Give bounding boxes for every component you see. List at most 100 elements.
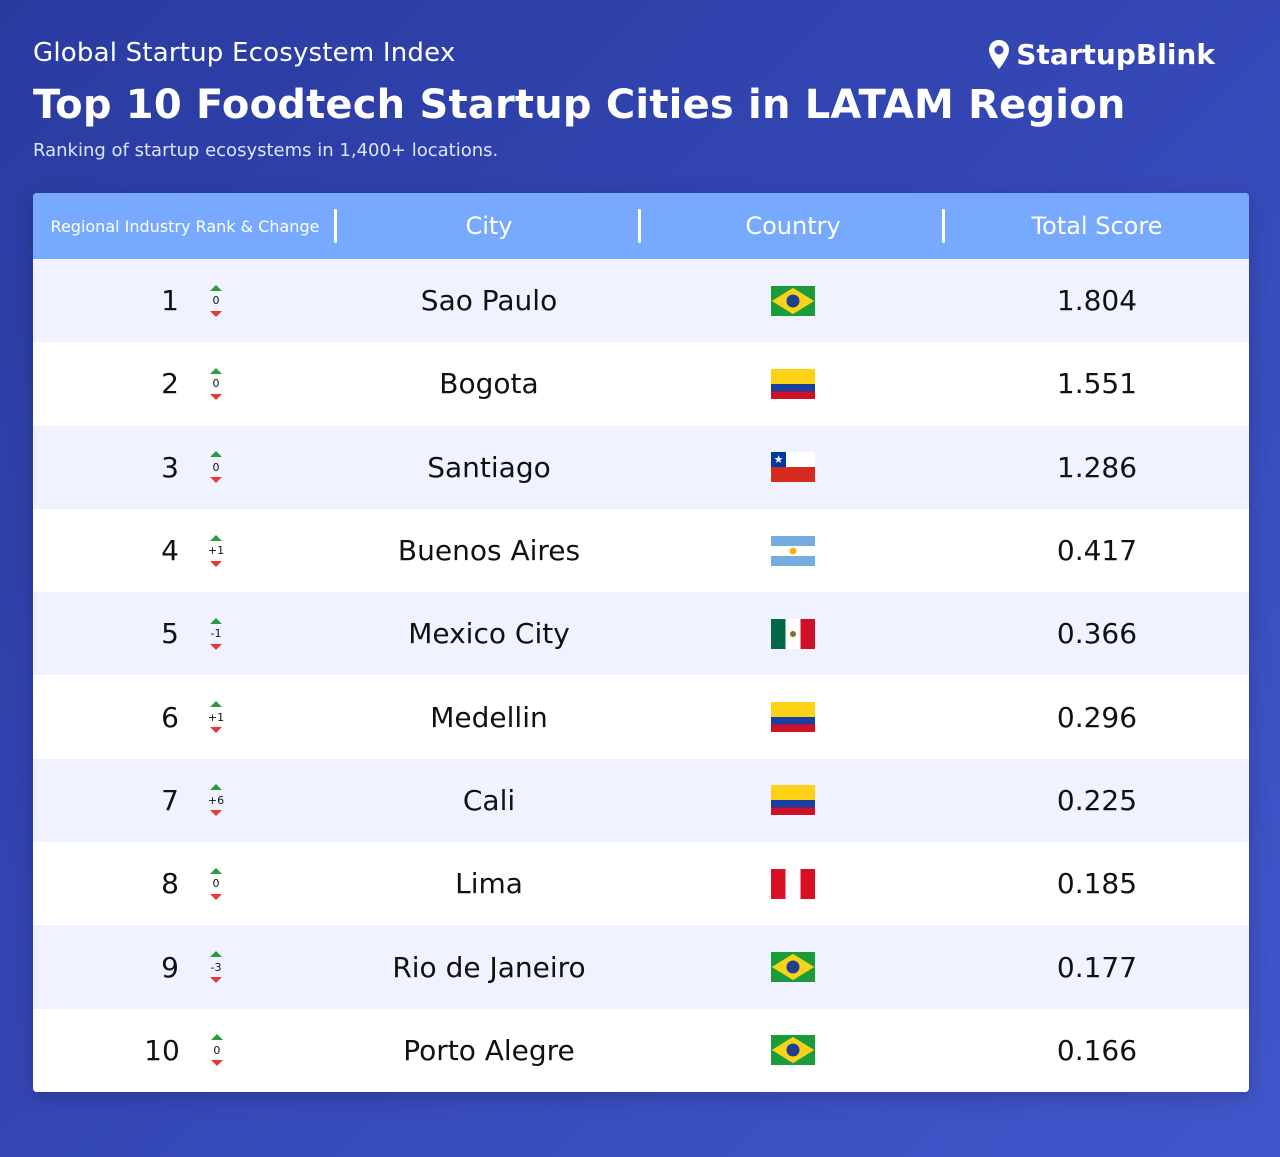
flag-br-icon <box>771 285 815 316</box>
total-score: 0.166 <box>1056 1033 1138 1067</box>
flag-co-icon <box>771 785 815 816</box>
city-cell: Bogota <box>337 342 641 425</box>
country-cell <box>641 759 945 842</box>
city-cell: Santiago <box>337 426 641 509</box>
table-row: 4 +1 Buenos Aires 0.417 <box>33 508 1249 593</box>
flag-co-icon <box>771 702 815 733</box>
arrow-down-icon <box>210 810 222 817</box>
total-score: 0.366 <box>1056 617 1138 651</box>
rank-cell: 3 0 <box>33 426 337 509</box>
city-name: Sao Paulo <box>420 284 558 318</box>
rank-change: -3 <box>207 951 225 984</box>
city-cell: Buenos Aires <box>337 509 641 592</box>
city-name: Buenos Aires <box>397 534 581 568</box>
rank-number: 2 <box>161 367 179 401</box>
rank-change-value: +1 <box>207 544 225 558</box>
city-cell: Medellin <box>337 675 641 758</box>
rank-change: 0 <box>207 367 225 400</box>
flag-co-icon <box>771 368 815 399</box>
score-cell: 0.417 <box>945 509 1249 592</box>
rank-change-value: -1 <box>210 627 222 641</box>
rank-number: 9 <box>161 950 179 984</box>
rank-change-value: 0 <box>212 294 220 308</box>
score-cell: 0.185 <box>945 842 1249 925</box>
brand-name: StartupBlink <box>1016 38 1215 71</box>
city-name: Santiago <box>427 450 551 484</box>
table-row: 3 0 Santiago ★ 1.286 <box>33 425 1249 509</box>
rank-number: 4 <box>161 534 179 568</box>
arrow-down-icon <box>210 477 222 484</box>
rank-number: 5 <box>161 617 179 651</box>
table-row: 9 -3 Rio de Janeiro 0.177 <box>33 925 1249 1009</box>
total-score: 1.551 <box>1056 367 1138 401</box>
score-cell: 1.286 <box>945 426 1249 509</box>
city-name: Lima <box>455 867 523 901</box>
table-row: 7 +6 Cali 0.225 <box>33 758 1249 843</box>
table-row: 1 0 Sao Paulo 1.804 <box>33 259 1249 343</box>
total-score: 0.177 <box>1056 950 1138 984</box>
rank-cell: 6 +1 <box>33 675 337 758</box>
arrow-up-icon <box>210 1034 223 1041</box>
rank-change: +1 <box>207 701 225 734</box>
location-pin-icon <box>989 39 1010 69</box>
rank-cell: 10 0 <box>33 1009 337 1092</box>
rank-cell: 1 0 <box>33 259 337 342</box>
rank-change: 0 <box>207 284 225 317</box>
subtitle: Ranking of startup ecosystems in 1,400+ … <box>33 140 499 161</box>
country-cell <box>641 592 945 675</box>
flag-cl-icon: ★ <box>771 452 815 483</box>
rank-change: -1 <box>207 617 225 650</box>
arrow-down-icon <box>210 560 222 567</box>
city-name: Bogota <box>439 367 539 401</box>
rank-cell: 4 +1 <box>33 509 337 592</box>
arrow-down-icon <box>210 893 222 900</box>
arrow-up-icon <box>210 284 222 291</box>
rank-change-value: +6 <box>207 793 225 807</box>
rank-change: +1 <box>207 534 225 567</box>
rank-number: 3 <box>161 450 179 484</box>
total-score: 0.225 <box>1056 783 1138 817</box>
flag-br-icon <box>771 952 815 983</box>
city-cell: Sao Paulo <box>337 259 641 342</box>
city-name: Porto Alegre <box>403 1033 575 1067</box>
country-cell <box>641 342 945 425</box>
column-header-country: Country <box>641 193 945 259</box>
column-header-score: Total Score <box>1031 212 1163 240</box>
rank-change: +6 <box>207 784 225 817</box>
city-name: Medellin <box>430 700 548 734</box>
flag-pe-icon <box>771 868 815 899</box>
flag-mx-icon <box>771 618 815 649</box>
rank-number: 10 <box>144 1033 180 1067</box>
total-score: 0.296 <box>1056 700 1138 734</box>
country-cell <box>641 675 945 758</box>
arrow-up-icon <box>210 784 222 791</box>
total-score: 1.804 <box>1056 284 1138 318</box>
rank-change: 0 <box>207 867 225 900</box>
city-cell: Cali <box>337 759 641 842</box>
country-cell <box>641 1009 945 1092</box>
rank-cell: 5 -1 <box>33 592 337 675</box>
score-cell: 0.366 <box>945 592 1249 675</box>
score-cell: 0.225 <box>945 759 1249 842</box>
ranking-table: Regional Industry Rank & Change City Cou… <box>33 193 1249 1092</box>
rank-number: 6 <box>161 700 179 734</box>
table-row: 10 0 Porto Alegre 0.166 <box>33 1008 1249 1092</box>
score-cell: 0.166 <box>945 1009 1249 1092</box>
city-cell: Porto Alegre <box>337 1009 641 1092</box>
rank-change-value: 0 <box>212 877 220 891</box>
arrow-down-icon <box>210 310 222 317</box>
page-title: Top 10 Foodtech Startup Cities in LATAM … <box>33 82 1126 128</box>
rank-cell: 7 +6 <box>33 759 337 842</box>
rank-cell: 9 -3 <box>33 925 337 1008</box>
table-row: 5 -1 Mexico City 0.366 <box>33 592 1249 676</box>
total-score: 0.185 <box>1056 867 1138 901</box>
rank-change-value: 0 <box>212 460 220 474</box>
rank-number: 7 <box>161 783 179 817</box>
score-cell: 0.177 <box>945 925 1249 1008</box>
rank-change-value: -3 <box>210 960 222 974</box>
arrow-up-icon <box>210 451 222 458</box>
total-score: 1.286 <box>1056 450 1138 484</box>
table-body: 1 0 Sao Paulo 1.804 2 0 <box>33 259 1249 1092</box>
table-row: 6 +1 Medellin 0.296 <box>33 675 1249 759</box>
city-name: Cali <box>462 783 516 817</box>
